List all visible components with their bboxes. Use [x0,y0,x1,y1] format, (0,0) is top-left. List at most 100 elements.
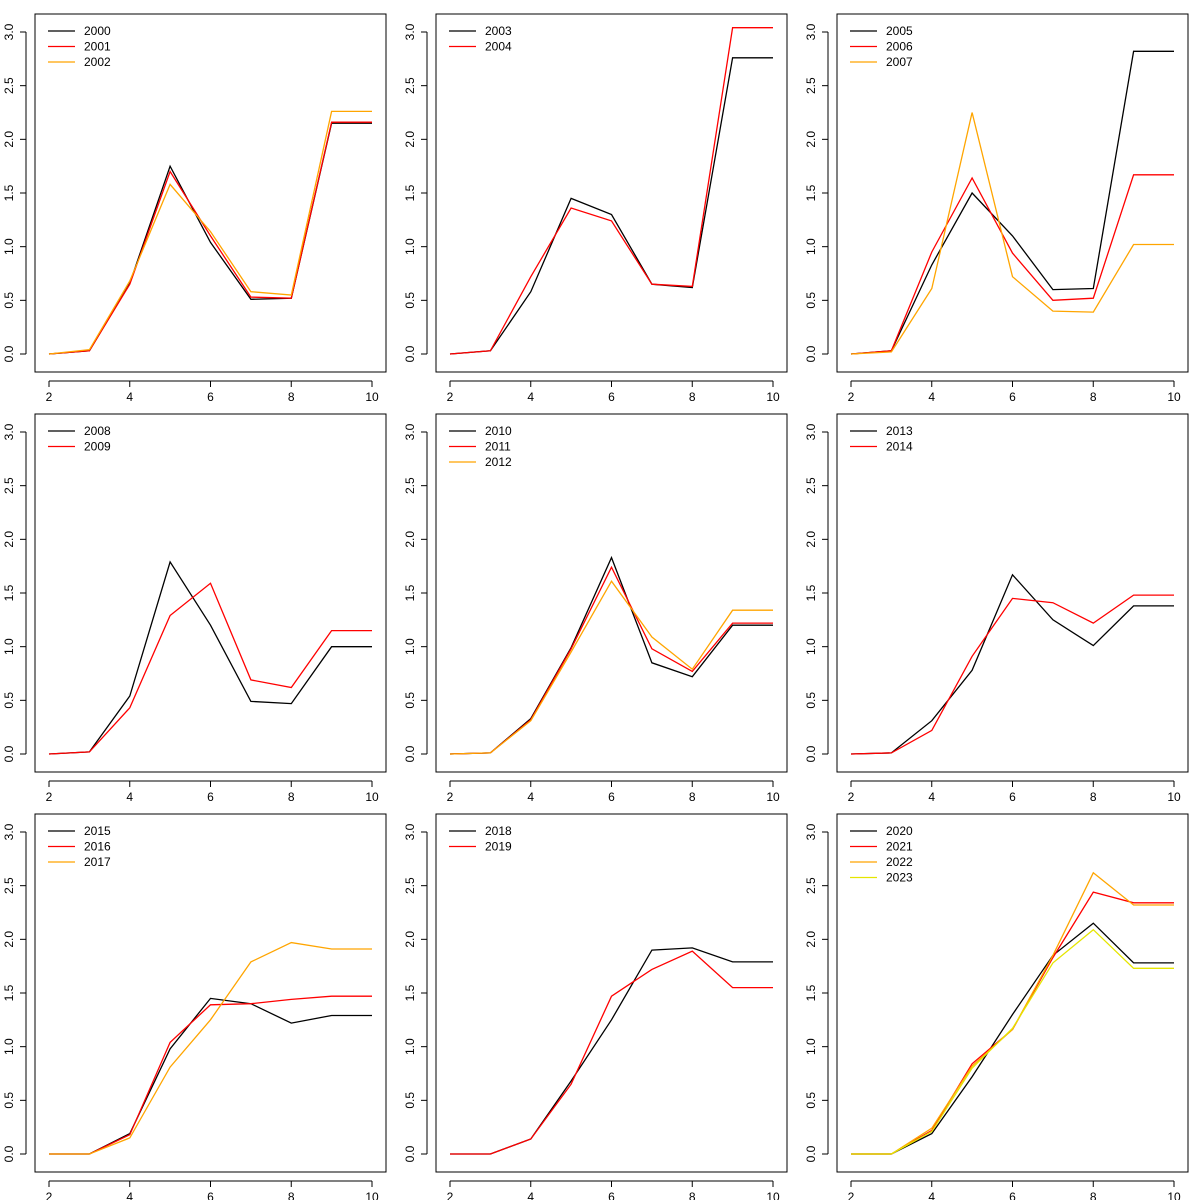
y-tick-label: 1.0 [804,238,818,255]
series-line-2021 [851,891,1174,1155]
x-tick-label: 6 [207,1190,214,1200]
x-tick-label: 10 [766,390,780,404]
legend-label: 2002 [84,55,111,69]
x-tick-label: 4 [527,790,534,804]
y-tick-label: 3.0 [804,823,818,840]
legend-label: 2023 [886,871,913,885]
series-line-2002 [48,110,372,355]
y-tick-label: 2.5 [2,877,16,894]
x-tick-label: 2 [447,390,454,404]
legend-label: 2005 [886,24,913,38]
x-tick-label: 8 [288,1190,295,1200]
y-tick-label: 2.0 [403,931,417,948]
x-tick-label: 4 [126,390,133,404]
x-tick-label: 10 [766,1190,780,1200]
y-tick-label: 0.0 [2,1145,16,1162]
y-tick-label: 0.0 [2,345,16,362]
legend-label: 2007 [886,55,913,69]
y-tick-label: 3.0 [403,823,417,840]
y-tick-label: 3.0 [2,23,16,40]
y-tick-label: 0.0 [804,345,818,362]
y-tick-label: 0.5 [403,692,417,709]
x-tick-label: 10 [1167,390,1181,404]
legend: 2008 2009 [48,424,111,454]
chart-panel-2: 2 4 6 8 10 0.0 0.5 1.0 1.5 2.0 2.5 3.0 2003 2004 [403,13,788,404]
y-tick-label: 1.5 [2,184,16,201]
y-tick-label: 0.5 [2,692,16,709]
x-tick-label: 2 [848,790,855,804]
chart-panel-6: 2 4 6 8 10 0.0 0.5 1.0 1.5 2.0 2.5 3.0 2013 2014 [804,413,1189,804]
plot-frame [435,413,788,773]
legend-label: 2019 [485,840,512,854]
x-tick-label: 8 [689,390,696,404]
y-tick-label: 2.0 [403,531,417,548]
x-tick-label: 2 [46,390,53,404]
legend-label: 2010 [485,424,512,438]
x-tick-label: 6 [608,1190,615,1200]
x-tick-label: 10 [1167,1190,1181,1200]
x-tick-label: 4 [527,390,534,404]
y-tick-label: 2.0 [2,131,16,148]
y-tick-label: 0.0 [2,745,16,762]
y-tick-label: 0.5 [804,1092,818,1109]
chart-panel-4: 2 4 6 8 10 0.0 0.5 1.0 1.5 2.0 2.5 3.0 2008 2009 [2,413,387,804]
series-line-2017 [49,941,372,1155]
legend: 2003 2004 [449,24,512,54]
x-tick-label: 6 [1009,1190,1016,1200]
series-line-2013 [850,573,1174,755]
y-tick-label: 2.0 [804,131,818,148]
y-tick-label: 1.5 [403,184,417,201]
x-tick-label: 10 [766,790,780,804]
x-tick-label: 4 [126,1190,133,1200]
plot-frame [34,813,387,1173]
y-tick-label: 1.5 [403,984,417,1001]
y-tick-label: 3.0 [804,23,818,40]
legend: 2013 2014 [850,424,913,454]
y-tick-label: 1.0 [403,238,417,255]
y-tick-label: 2.0 [403,131,417,148]
y-tick-label: 2.0 [804,531,818,548]
y-tick-label: 0.0 [403,345,417,362]
y-tick-label: 2.5 [804,77,818,94]
x-tick-label: 2 [46,790,53,804]
y-tick-label: 2.5 [2,477,16,494]
y-tick-label: 3.0 [2,823,16,840]
series-line-2008 [48,560,372,755]
y-tick-label: 0.0 [804,745,818,762]
y-tick-label: 1.5 [2,984,16,1001]
y-tick-label: 0.0 [403,745,417,762]
x-tick-label: 4 [928,390,935,404]
series-line-2018 [450,947,773,1155]
legend-label: 2014 [886,440,913,454]
x-tick-label: 2 [46,1190,53,1200]
plot-frame [435,813,788,1173]
x-tick-label: 8 [288,790,295,804]
legend-label: 2017 [84,855,111,869]
plot-frame [34,13,387,373]
series-line-2006 [850,174,1174,355]
x-tick-label: 6 [1009,390,1016,404]
y-tick-label: 2.0 [804,931,818,948]
y-tick-label: 2.5 [804,477,818,494]
plot-frame [836,813,1189,1173]
y-tick-label: 2.5 [804,877,818,894]
y-tick-label: 0.5 [804,692,818,709]
legend-label: 2012 [485,455,512,469]
y-tick-label: 1.0 [2,238,16,255]
legend-label: 2001 [84,40,111,54]
x-tick-label: 4 [928,790,935,804]
legend-label: 2006 [886,40,913,54]
y-tick-label: 0.0 [403,1145,417,1162]
legend-label: 2008 [84,424,111,438]
y-tick-label: 1.0 [2,638,16,655]
x-tick-label: 10 [365,790,379,804]
y-tick-label: 0.5 [403,292,417,309]
x-tick-label: 8 [288,390,295,404]
x-tick-label: 4 [527,1190,534,1200]
legend-label: 2009 [84,440,111,454]
y-tick-label: 2.5 [403,77,417,94]
legend-label: 2000 [84,24,111,38]
